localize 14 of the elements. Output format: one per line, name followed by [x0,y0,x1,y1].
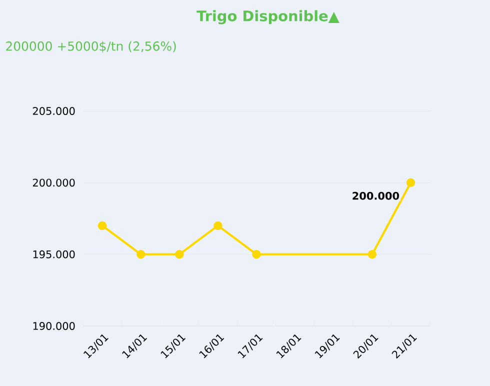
point [406,178,416,188]
data-label: 200.000 [352,192,400,200]
point [252,250,261,259]
y-tick-label: 190.000 [33,322,75,330]
point [368,250,377,259]
y-tick-label: 205.000 [32,107,75,115]
y-tick-label: 195.000 [33,250,75,258]
point [214,221,222,230]
y-tick-label: 200.000 [32,178,75,187]
point [175,250,184,259]
chart-subtitle: 200000 +5000$/tn (2,56%) [6,41,176,52]
chart-title: Trigo Disponible▲ [196,10,340,24]
point [136,250,146,259]
point [98,221,107,230]
